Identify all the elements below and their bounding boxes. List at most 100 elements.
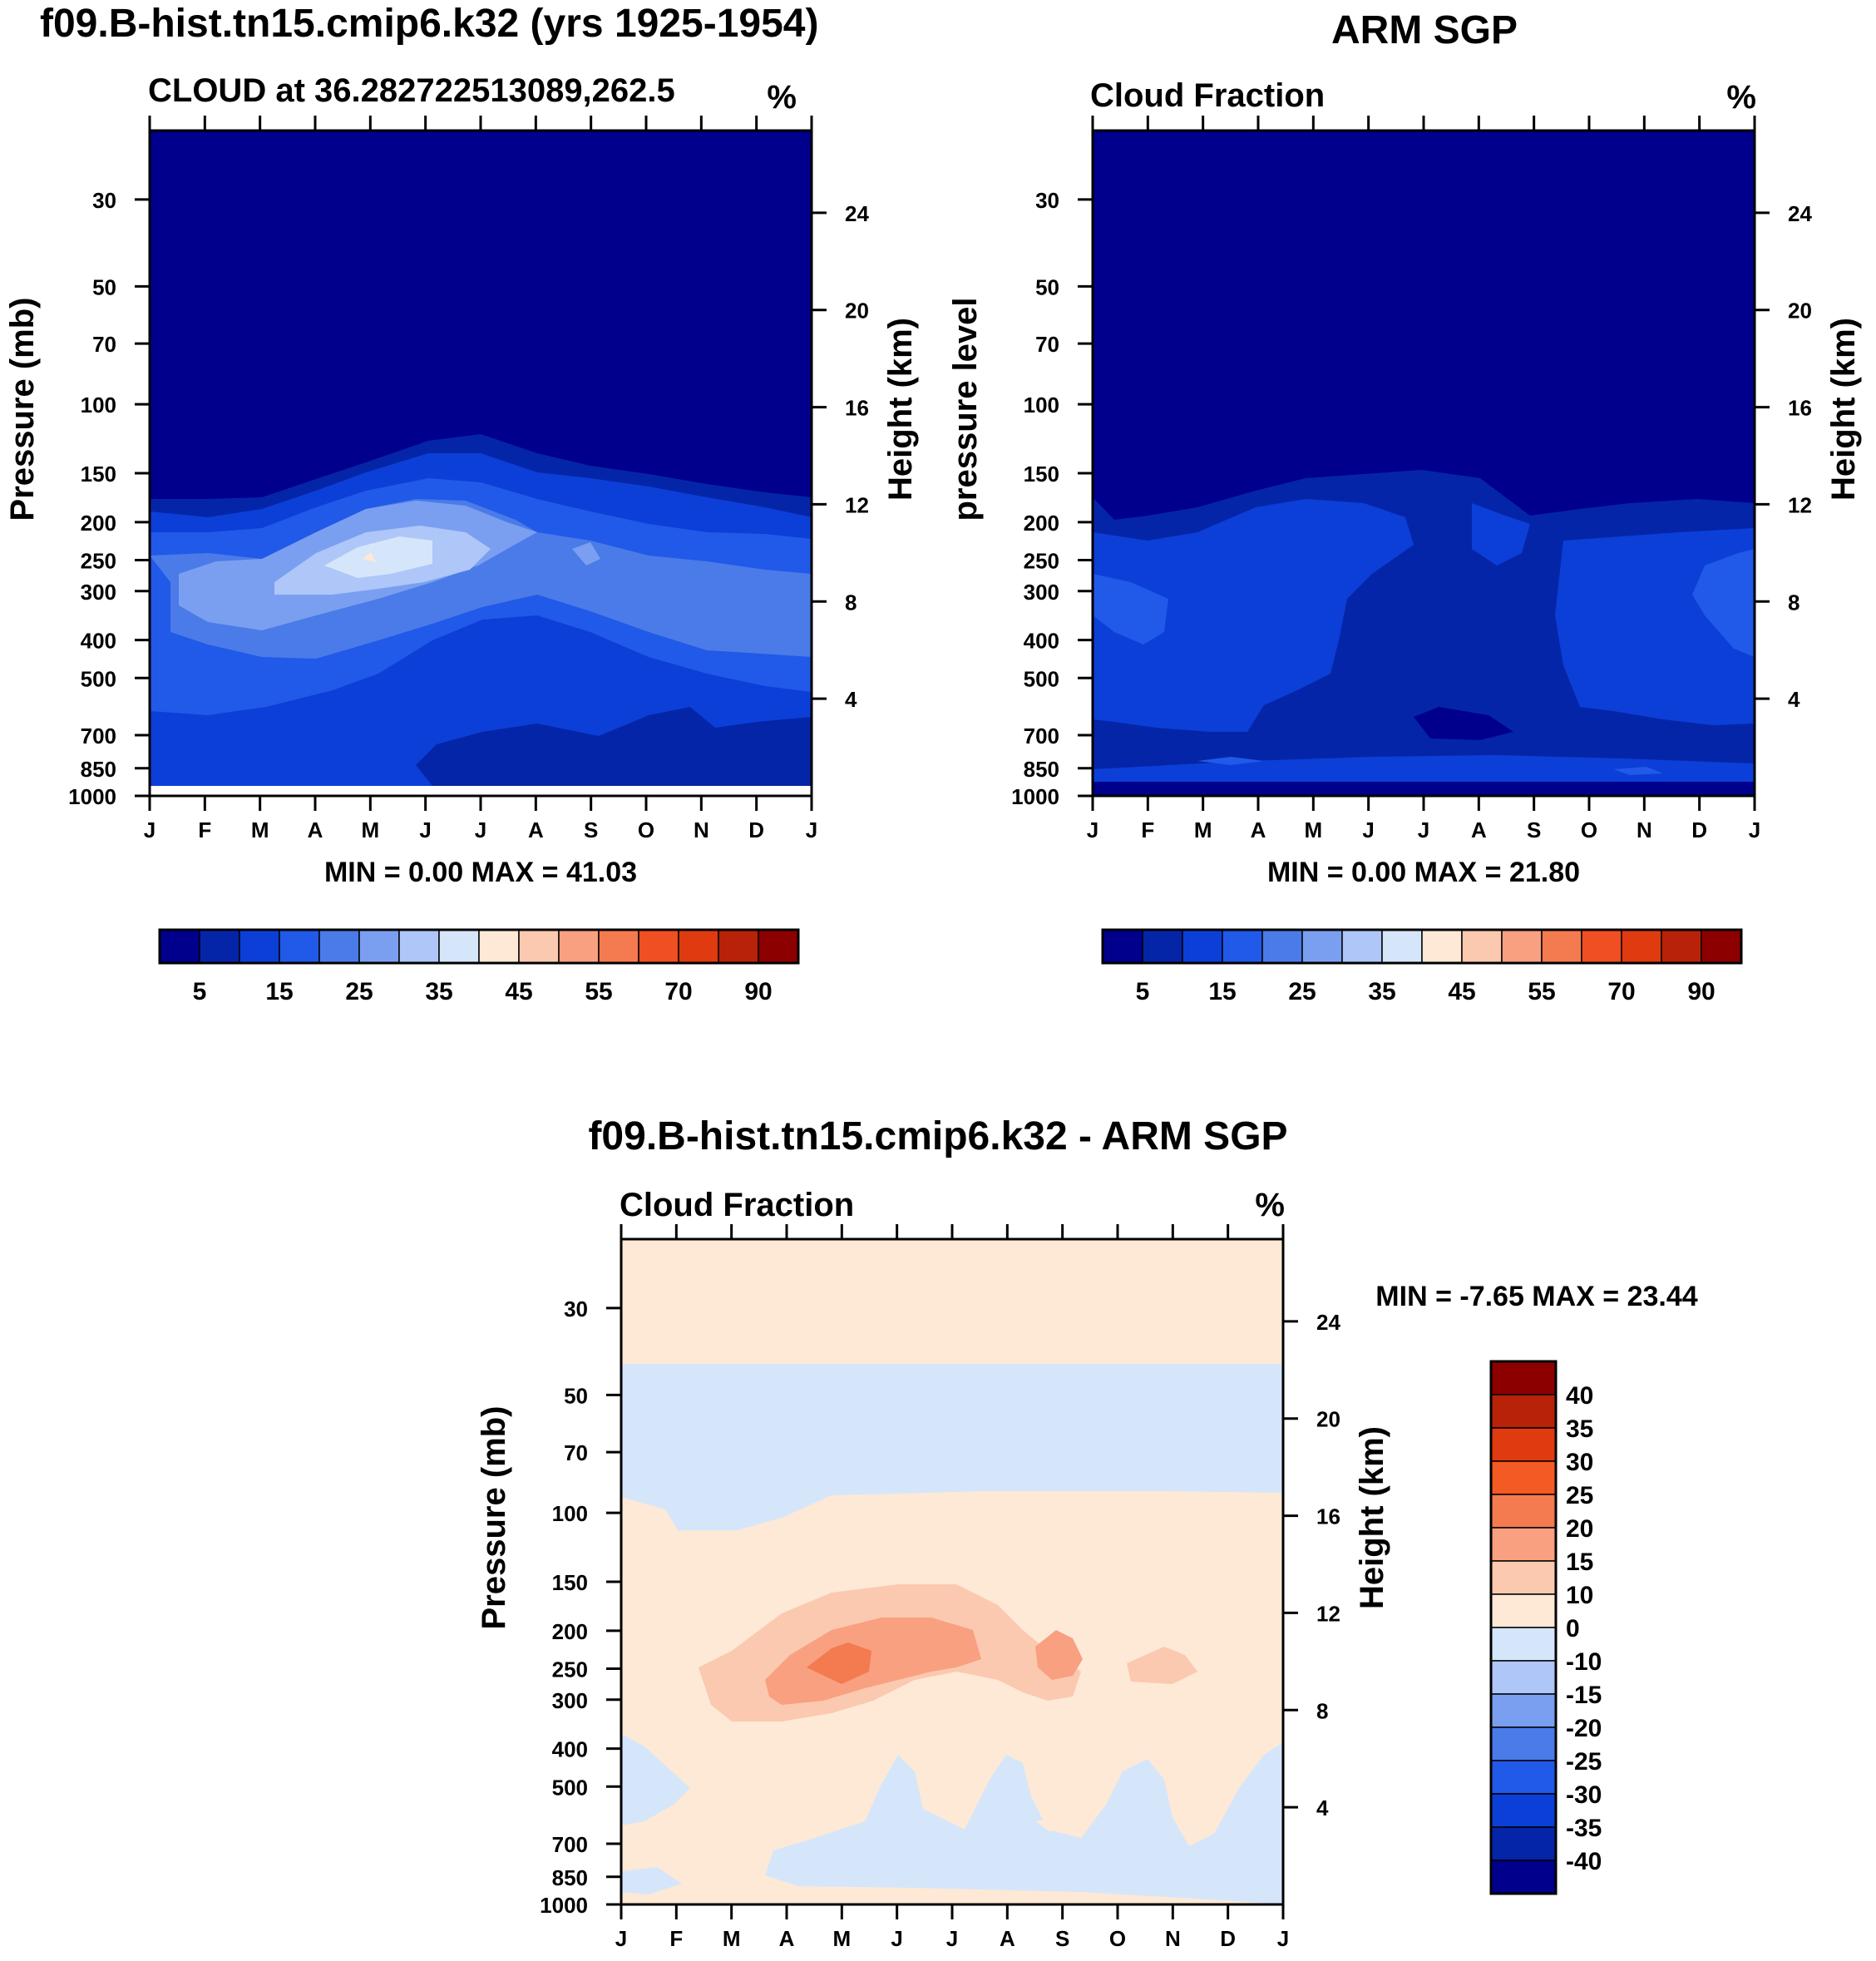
colorbar-swatch	[1490, 1860, 1557, 1894]
y-tick-label-pressure: 250	[552, 1657, 588, 1682]
x-tick-label: O	[1581, 817, 1597, 842]
colorbar-swatch	[1490, 1427, 1557, 1462]
panel-obs: ARM SGP Cloud Fraction %	[1090, 8, 1756, 798]
colorbar-swatch	[1501, 929, 1543, 964]
colorbar-swatch	[358, 929, 400, 964]
colorbar-label: 70	[664, 978, 692, 1005]
colorbar-label: 35	[425, 978, 452, 1005]
y-tick-label-pressure: 500	[1024, 666, 1059, 691]
x-tick-label: S	[584, 817, 598, 842]
colorbar-label: 40	[1566, 1382, 1593, 1410]
colorbar-swatch	[518, 929, 560, 964]
x-tick-label: J	[1749, 817, 1760, 842]
colorbar-swatch	[1490, 1760, 1557, 1795]
y-tick-label-pressure: 850	[81, 757, 116, 782]
colorbar-swatch	[558, 929, 600, 964]
y-tick-label-height: 12	[1316, 1601, 1340, 1626]
colorbar-label: 90	[1687, 978, 1715, 1005]
colorbar-swatch	[478, 929, 520, 964]
colorbar-label: -40	[1566, 1848, 1602, 1875]
colorbar-label: 15	[1566, 1549, 1593, 1576]
y-tick-label-pressure: 70	[564, 1440, 588, 1465]
colorbar-swatch	[638, 929, 679, 964]
colorbar-swatch	[1182, 929, 1223, 964]
colorbar-swatch	[1301, 929, 1343, 964]
colorbar-swatch	[1490, 1693, 1557, 1728]
colorbar-label: 0	[1566, 1615, 1580, 1642]
y-tick-label-pressure: 1000	[1011, 784, 1059, 809]
colorbar-swatch	[1490, 1627, 1557, 1662]
x-tick-label: M	[361, 817, 379, 842]
y-tick-label-pressure: 300	[1024, 580, 1059, 605]
x-tick-label: A	[1251, 817, 1266, 842]
x-tick-label: J	[615, 1926, 627, 1951]
colorbar-swatch	[1341, 929, 1383, 964]
x-tick-label: A	[1471, 817, 1487, 842]
colorbar-label: 5	[193, 978, 207, 1005]
colorbar-swatch	[1581, 929, 1622, 964]
x-tick-label: J	[1277, 1926, 1289, 1951]
colorbar-swatch	[1541, 929, 1582, 964]
colorbar-label: 25	[1288, 978, 1316, 1005]
panel-diff-subtitle: Cloud Fraction	[620, 1187, 854, 1223]
y-tick-label-pressure: 200	[81, 511, 116, 536]
y-tick-label-height: 20	[845, 299, 869, 324]
colorbar-label: -35	[1566, 1815, 1602, 1842]
y-tick-label-pressure: 500	[81, 666, 116, 691]
y-tick-label-pressure: 150	[1024, 462, 1059, 487]
colorbar-label: 90	[744, 978, 772, 1005]
x-tick-label: J	[946, 1926, 958, 1951]
y-tick-label-pressure: 70	[92, 332, 116, 357]
colorbar-swatch	[1490, 1726, 1557, 1761]
colorbar-label: 10	[1566, 1582, 1593, 1609]
y-tick-label-height: 24	[845, 201, 869, 226]
x-tick-label: A	[308, 817, 323, 842]
panel-obs-units: %	[1726, 79, 1756, 116]
y-tick-label-pressure: 250	[81, 549, 116, 574]
x-tick-label: F	[669, 1926, 683, 1951]
colorbar-swatch	[1490, 1527, 1557, 1562]
y-tick-label-height: 8	[1788, 590, 1799, 615]
y-tick-label-pressure: 30	[92, 188, 116, 213]
x-tick-label: D	[748, 817, 764, 842]
y-tick-label-height: 20	[1788, 299, 1812, 324]
x-tick-label: M	[1304, 817, 1322, 842]
panel-diff: f09.B-hist.tn15.cmip6.k32 - ARM SGP Clou…	[588, 1114, 1288, 1906]
colorbar-label: 35	[1368, 978, 1395, 1005]
colorbar-label: 15	[265, 978, 293, 1005]
y-tick-label-pressure: 1000	[540, 1893, 588, 1918]
x-tick-label: J	[419, 817, 431, 842]
y-tick-label-height: 24	[1316, 1310, 1340, 1335]
colorbar-label: -25	[1566, 1748, 1602, 1776]
x-tick-label: J	[144, 817, 156, 842]
colorbar-swatch	[1421, 929, 1463, 964]
y-tick-label-height: 8	[845, 590, 857, 615]
y-tick-label-height: 4	[1316, 1796, 1329, 1820]
y-tick-label-pressure: 850	[552, 1865, 588, 1890]
y-tick-label-pressure: 400	[552, 1737, 588, 1762]
min-max-stats: MIN = 0.00 MAX = 21.80	[1267, 857, 1580, 888]
y-axis-title-left: Pressure (mb)	[4, 298, 41, 521]
colorbar-label: 30	[1566, 1449, 1593, 1476]
colorbar-label: -10	[1566, 1648, 1602, 1676]
y-tick-label-pressure: 200	[552, 1619, 588, 1644]
colorbar-label: 55	[1528, 978, 1555, 1005]
colorbar-swatch	[279, 929, 320, 964]
colorbar-swatch	[598, 929, 639, 964]
colorbar-frame	[1489, 1360, 1558, 1895]
colorbar-label: -30	[1566, 1781, 1602, 1809]
y-tick-label-pressure: 700	[81, 724, 116, 748]
panel-model-title: f09.B-hist.tn15.cmip6.k32 (yrs 1925-1954…	[40, 2, 818, 46]
colorbar-swatch	[1490, 1560, 1557, 1595]
panel-diff-units: %	[1255, 1187, 1285, 1223]
colorbar-swatch	[1261, 929, 1303, 964]
x-tick-label: J	[1362, 817, 1374, 842]
colorbar-label: 5	[1136, 978, 1150, 1005]
colorbar-label: 45	[505, 978, 532, 1005]
panel-model: f09.B-hist.tn15.cmip6.k32 (yrs 1925-1954…	[40, 2, 818, 798]
y-tick-label-pressure: 850	[1024, 757, 1059, 782]
y-tick-label-pressure: 200	[1024, 511, 1059, 536]
y-tick-label-pressure: 30	[1035, 188, 1059, 213]
x-tick-label: J	[891, 1926, 902, 1951]
y-tick-label-pressure: 300	[552, 1688, 588, 1713]
